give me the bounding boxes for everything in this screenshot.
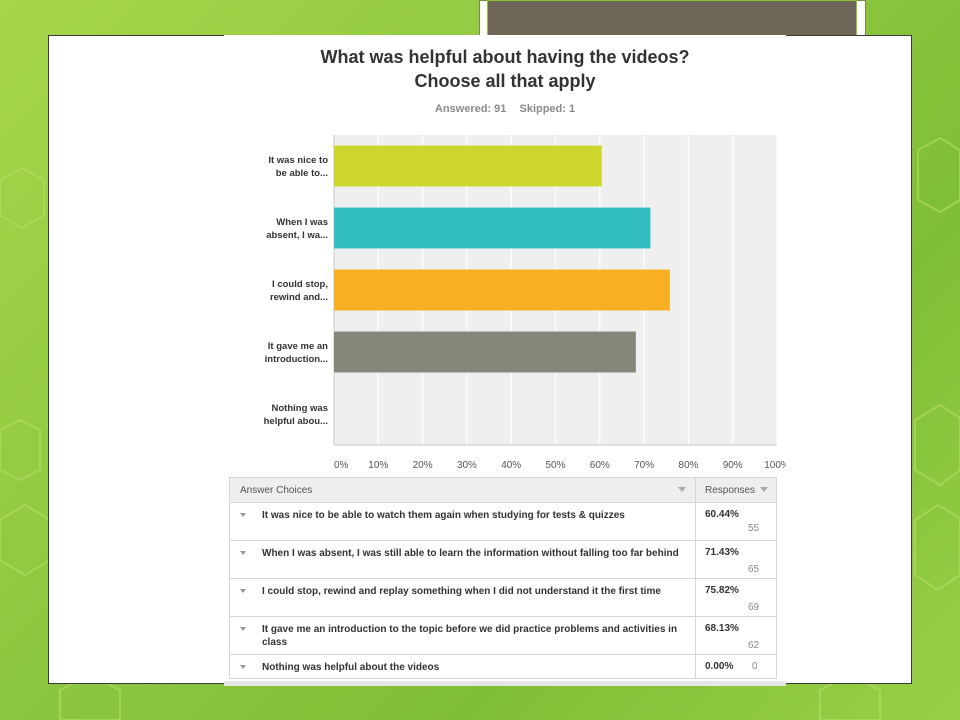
bar xyxy=(334,145,602,187)
chart-title-line2: Choose all that apply xyxy=(414,71,596,91)
header-divider xyxy=(695,478,696,502)
response-percent: 60.44% xyxy=(705,509,739,520)
y-category-label: Nothing was xyxy=(272,403,328,414)
bar-chart: 0% 10% 20% 30% 40% 50% 60% 70% 80% 90% 100% It was … xyxy=(264,135,786,471)
response-percent: 71.43% xyxy=(705,547,739,558)
answer-choices-table: Answer Choices Responses It was nice to … xyxy=(229,477,777,679)
response-percent: 75.82% xyxy=(705,585,739,596)
x-tick-label: 50% xyxy=(545,460,565,471)
response-count: 62 xyxy=(748,640,760,651)
row-expand-icon[interactable] xyxy=(240,513,246,517)
x-tick-label: 20% xyxy=(413,460,433,471)
chart-title: What was helpful about having the videos… xyxy=(224,45,786,93)
y-category-label: introduction... xyxy=(265,354,328,365)
sort-caret-icon[interactable] xyxy=(678,487,686,492)
table-row[interactable]: It was nice to be able to watch them aga… xyxy=(229,503,777,541)
y-category-label: I could stop, xyxy=(272,279,328,290)
x-tick-label: 0% xyxy=(334,460,349,471)
bar xyxy=(334,269,670,311)
table-row[interactable]: I could stop, rewind and replay somethin… xyxy=(229,579,777,617)
x-tick-label: 40% xyxy=(501,460,521,471)
row-divider xyxy=(695,541,696,578)
table-header: Answer Choices Responses xyxy=(229,477,777,503)
row-expand-icon[interactable] xyxy=(240,551,246,555)
header-responses[interactable]: Responses xyxy=(705,485,756,496)
x-tick-label: 60% xyxy=(590,460,610,471)
x-tick-label: 80% xyxy=(678,460,698,471)
answered-count: Answered: 91 xyxy=(434,103,507,115)
skipped-count: Skipped: 1 xyxy=(519,103,576,115)
y-category-label: When I was xyxy=(276,217,328,228)
answer-choice-label: When I was absent, I was still able to l… xyxy=(262,548,679,559)
chart-title-line1: What was helpful about having the videos… xyxy=(320,47,690,67)
response-count: 55 xyxy=(748,523,760,534)
x-tick-label: 100% xyxy=(764,460,786,471)
y-category-label: be able to... xyxy=(276,168,328,179)
table-row[interactable]: Nothing was helpful about the videos 0.00… xyxy=(229,655,777,679)
header-answer-choices[interactable]: Answer Choices xyxy=(240,485,313,496)
y-category-label: It was nice to xyxy=(268,155,328,166)
answer-choice-label: Nothing was helpful about the videos xyxy=(262,662,440,673)
x-tick-label: 10% xyxy=(368,460,388,471)
response-percent: 68.13% xyxy=(705,623,739,634)
answer-choice-label: It was nice to be able to watch them aga… xyxy=(262,510,625,521)
survey-results-panel: What was helpful about having the videos… xyxy=(224,35,786,686)
answer-choice-label: It gave me an introduction to the topic … xyxy=(262,624,678,648)
row-divider xyxy=(695,579,696,616)
response-meta: Answered: 91 Skipped: 1 xyxy=(224,103,786,115)
table-row[interactable]: It gave me an introduction to the topic … xyxy=(229,617,777,655)
response-count: 69 xyxy=(748,602,760,613)
y-category-label: absent, I wa... xyxy=(266,230,328,241)
row-expand-icon[interactable] xyxy=(240,589,246,593)
row-expand-icon[interactable] xyxy=(240,665,246,669)
y-category-label: rewind and... xyxy=(270,292,328,303)
answer-choice-label: I could stop, rewind and replay somethin… xyxy=(262,586,661,597)
response-count: 0 xyxy=(752,661,758,672)
row-divider xyxy=(695,655,696,678)
panel-bottom-strip xyxy=(224,681,786,686)
x-tick-label: 30% xyxy=(457,460,477,471)
sort-caret-icon[interactable] xyxy=(760,487,768,492)
table-row[interactable]: When I was absent, I was still able to l… xyxy=(229,541,777,579)
row-expand-icon[interactable] xyxy=(240,627,246,631)
response-percent: 0.00% xyxy=(705,661,734,672)
table-body: It was nice to be able to watch them aga… xyxy=(229,503,777,679)
y-category-label: helpful abou... xyxy=(264,416,328,427)
row-divider xyxy=(695,503,696,540)
x-tick-label: 70% xyxy=(634,460,654,471)
x-tick-label: 90% xyxy=(723,460,743,471)
y-category-label: It gave me an xyxy=(268,341,328,352)
response-count: 65 xyxy=(748,564,760,575)
bar xyxy=(334,331,636,373)
bar xyxy=(334,207,651,249)
row-divider xyxy=(695,617,696,654)
